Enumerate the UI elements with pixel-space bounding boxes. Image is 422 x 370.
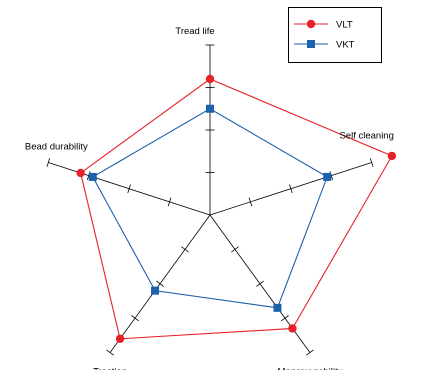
axis-labels: Tread life Self cleaning Manœuvrability Tra…: [25, 26, 394, 370]
axis-tick-bead-durability: [127, 184, 131, 194]
data-point-vkt: [273, 303, 282, 312]
axis-tick-man-uvrability: [231, 246, 239, 253]
axis-tick-man-uvrability: [256, 280, 264, 287]
data-point-vlt: [76, 168, 85, 178]
axis-tick-traction: [181, 246, 189, 253]
axis-tick-traction: [106, 349, 114, 356]
axis-label-traction: Traction: [93, 367, 127, 370]
axis-label-man-uvrability: Manœuvrability: [277, 367, 342, 370]
data-point-vkt: [206, 104, 214, 113]
legend-marker-vlt: [306, 19, 316, 29]
legend-label-vkt: VKT: [336, 40, 355, 51]
data-point-vlt: [288, 324, 297, 333]
axis-tick-self-cleaning: [369, 158, 374, 167]
legend-box: [288, 7, 382, 63]
axes-layer: [46, 44, 374, 356]
data-point-vkt: [88, 172, 97, 181]
axis-label-tread-life: Tread life: [175, 26, 214, 37]
axis-tick-bead-durability: [46, 158, 51, 167]
axis-tick-self-cleaning: [248, 197, 253, 207]
data-point-vlt: [205, 74, 215, 84]
axis-tick-self-cleaning: [329, 171, 334, 181]
axis-tick-bead-durability: [86, 171, 91, 181]
series-line-vkt: [92, 108, 328, 309]
data-point-vkt: [323, 172, 332, 181]
axis-tick-man-uvrability: [306, 349, 314, 356]
axis-label-bead-durability: Bead durability: [25, 141, 88, 152]
series-layer: [76, 74, 397, 343]
legend: VLT VKT: [288, 7, 382, 63]
axis-tick-traction: [156, 280, 164, 287]
data-point-vkt: [151, 286, 160, 295]
axis-label-self-cleaning: Self cleaning: [339, 130, 393, 141]
legend-label-vlt: VLT: [336, 20, 353, 31]
axis-tick-self-cleaning: [289, 184, 293, 194]
axis-tick-man-uvrability: [281, 315, 289, 322]
axis-tick-bead-durability: [167, 197, 172, 207]
axis-tick-traction: [131, 315, 139, 322]
data-point-vlt: [115, 334, 125, 343]
data-point-vlt: [387, 151, 397, 161]
series-line-vlt: [80, 78, 393, 340]
legend-marker-vkt: [307, 40, 315, 48]
